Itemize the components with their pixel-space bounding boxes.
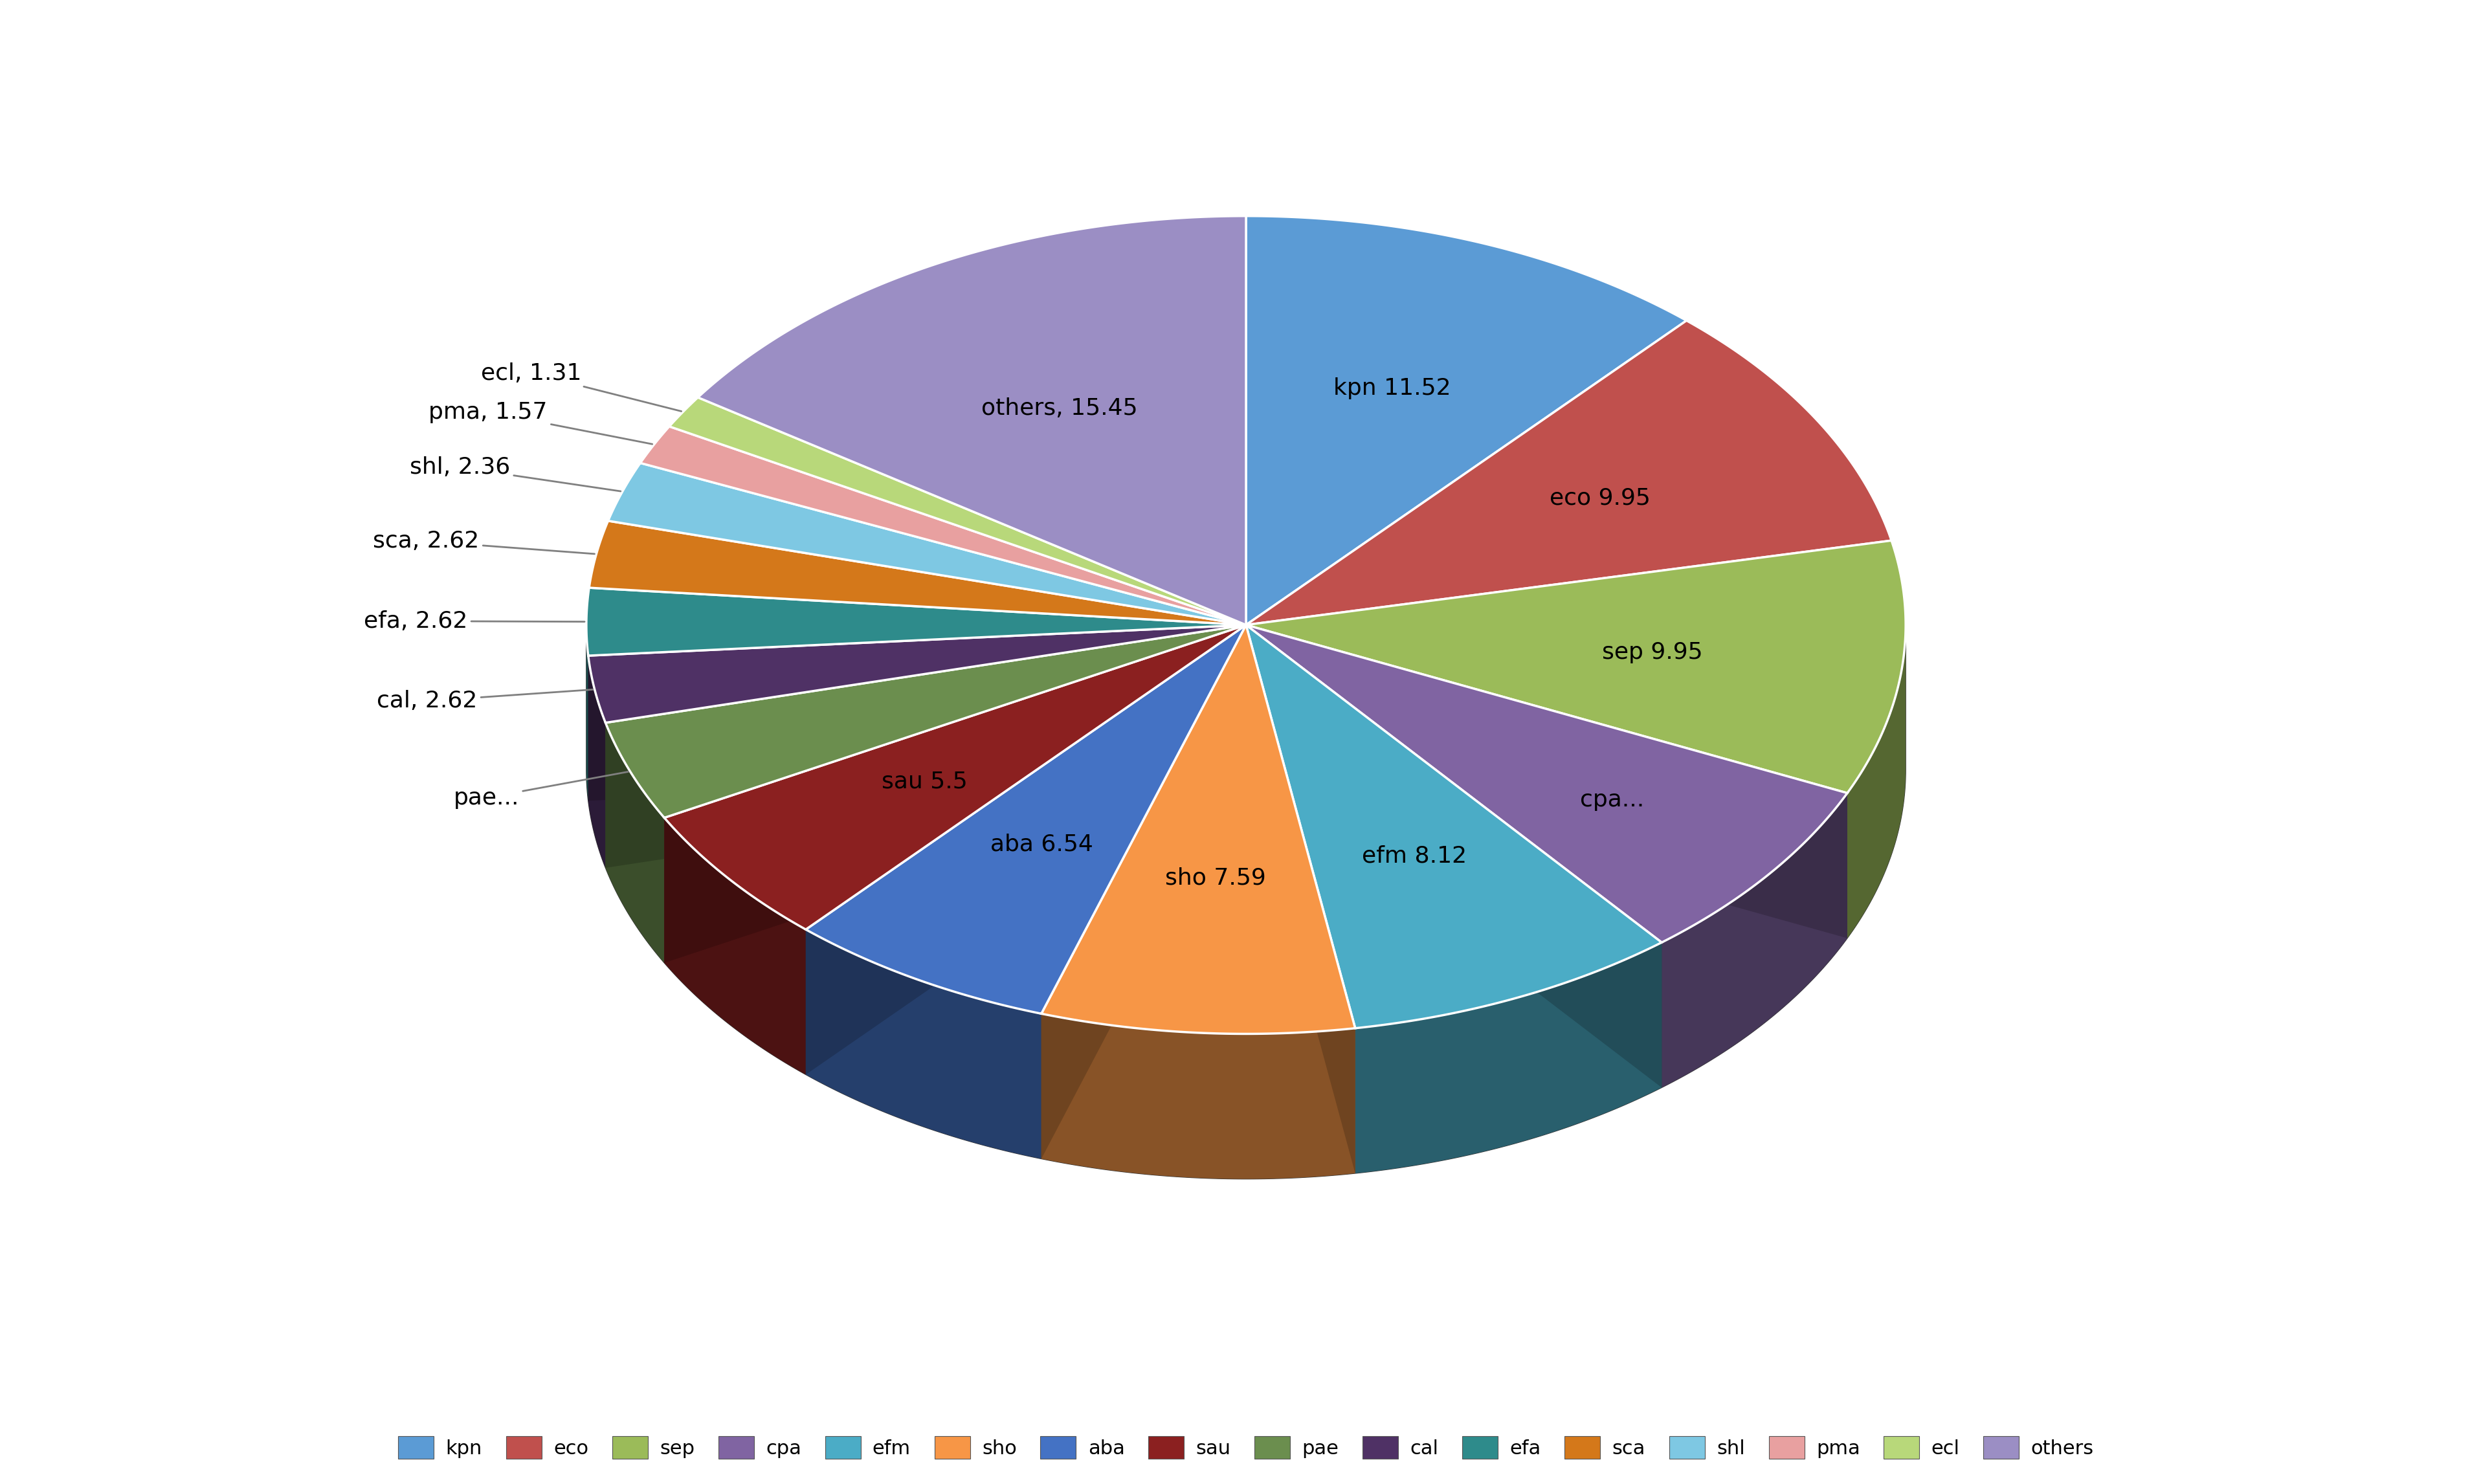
Polygon shape	[1246, 625, 1847, 942]
Polygon shape	[1246, 625, 1356, 1174]
Text: sca, 2.62: sca, 2.62	[374, 530, 596, 554]
Polygon shape	[1246, 625, 1662, 1028]
Polygon shape	[1246, 625, 1662, 1088]
Text: cpa...: cpa...	[1580, 788, 1645, 810]
Polygon shape	[588, 625, 1246, 801]
Polygon shape	[805, 625, 1246, 1014]
Polygon shape	[608, 463, 1246, 625]
Polygon shape	[588, 625, 1246, 723]
Polygon shape	[1662, 792, 1847, 1088]
Polygon shape	[665, 625, 1246, 929]
Polygon shape	[606, 625, 1246, 868]
Text: sau 5.5: sau 5.5	[882, 770, 967, 792]
Legend: kpn, eco, sep, cpa, efm, sho, aba, sau, pae, cal, efa, sca, shl, pma, ecl, other: kpn, eco, sep, cpa, efm, sho, aba, sau, …	[391, 1428, 2101, 1466]
Polygon shape	[805, 625, 1246, 1074]
Polygon shape	[665, 625, 1246, 963]
Polygon shape	[1246, 625, 1847, 938]
Polygon shape	[805, 929, 1042, 1159]
Text: efa, 2.62: efa, 2.62	[364, 610, 586, 632]
Polygon shape	[1246, 625, 1847, 938]
Polygon shape	[606, 625, 1246, 818]
Text: kpn 11.52: kpn 11.52	[1333, 377, 1450, 399]
Text: sho 7.59: sho 7.59	[1166, 867, 1266, 889]
Polygon shape	[670, 398, 1246, 625]
Text: pma, 1.57: pma, 1.57	[429, 401, 653, 444]
Polygon shape	[1246, 540, 1906, 792]
Polygon shape	[588, 656, 606, 868]
Text: sep 9.95: sep 9.95	[1602, 641, 1702, 663]
Polygon shape	[1246, 625, 1356, 1174]
Text: pae...: pae...	[454, 772, 628, 809]
Text: shl, 2.36: shl, 2.36	[409, 457, 621, 491]
Polygon shape	[586, 625, 1906, 1178]
Polygon shape	[1042, 625, 1356, 1034]
Polygon shape	[1042, 1014, 1356, 1178]
Polygon shape	[1042, 625, 1246, 1159]
Polygon shape	[1246, 625, 1662, 1088]
Text: others, 15.45: others, 15.45	[982, 398, 1139, 420]
Text: aba 6.54: aba 6.54	[989, 834, 1094, 856]
Text: eco 9.95: eco 9.95	[1550, 487, 1650, 509]
Text: ecl, 1.31: ecl, 1.31	[481, 362, 680, 411]
Polygon shape	[665, 625, 1246, 963]
Polygon shape	[640, 426, 1246, 625]
Text: efm 8.12: efm 8.12	[1361, 844, 1468, 867]
Polygon shape	[586, 588, 1246, 656]
Polygon shape	[1246, 217, 1687, 625]
Polygon shape	[805, 625, 1246, 1074]
Polygon shape	[1246, 321, 1891, 625]
Text: cal, 2.62: cal, 2.62	[376, 690, 593, 712]
Polygon shape	[606, 723, 665, 963]
Polygon shape	[1847, 626, 1906, 938]
Polygon shape	[665, 818, 805, 1074]
Polygon shape	[588, 625, 1246, 801]
Polygon shape	[698, 217, 1246, 625]
Polygon shape	[1042, 625, 1246, 1159]
Polygon shape	[1356, 942, 1662, 1174]
Polygon shape	[606, 625, 1246, 868]
Polygon shape	[588, 521, 1246, 625]
